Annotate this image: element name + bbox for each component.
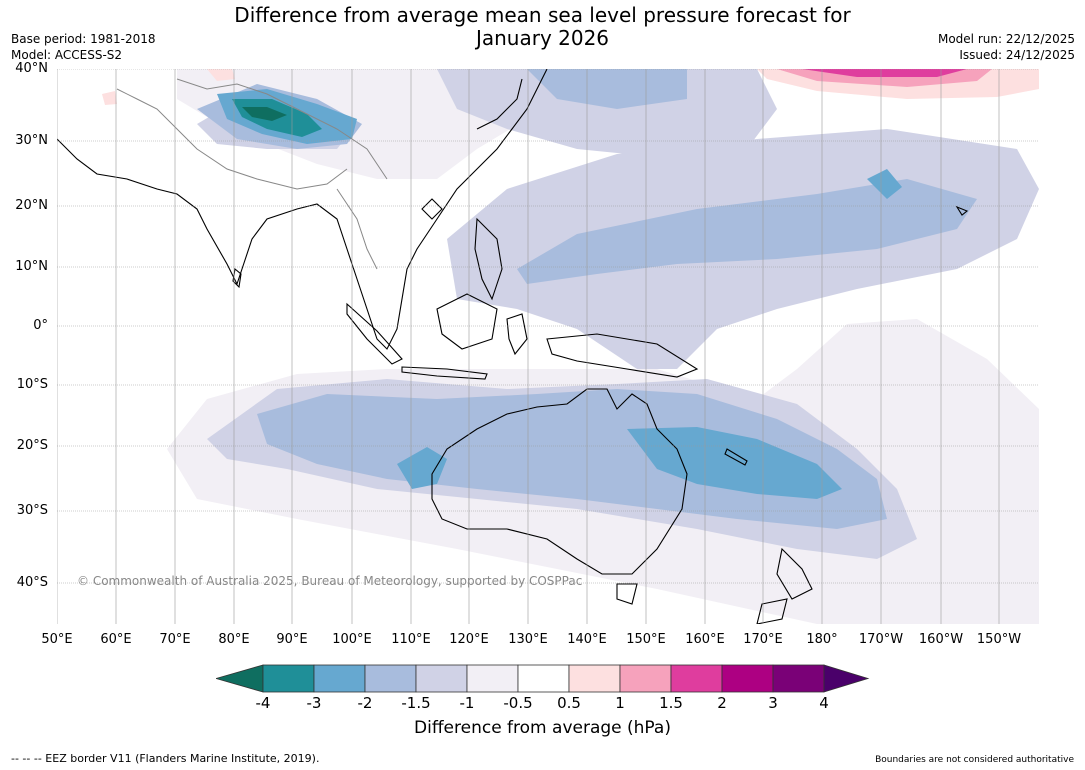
lon-label: 70°E [159, 632, 191, 647]
model-run: Model run: 22/12/2025 [937, 32, 1075, 46]
colorbar-extend-low [216, 664, 264, 693]
base-period: Base period: 1981-2018 [11, 32, 156, 46]
lon-label: 160°W [918, 632, 964, 647]
country-borders [116, 78, 388, 270]
eez-legend: -- -- -- EEZ border V11 (Flanders Marine… [11, 752, 320, 765]
lon-label: 140°E [567, 632, 607, 647]
contour-minus-3 [232, 99, 322, 137]
lat-label: 40°S [16, 575, 48, 590]
lon-label: 50°E [41, 632, 73, 647]
lat-label: 40°N [15, 61, 48, 76]
lat-label: 20°N [15, 198, 48, 213]
colorbar-swatch [619, 664, 672, 693]
colorbar-tick: -0.5 [503, 694, 533, 712]
colorbar-tick: 4 [819, 694, 829, 712]
pressure-anomaly-map [57, 69, 1039, 624]
colorbar-tick: 2 [717, 694, 727, 712]
lon-label: 100°E [332, 632, 372, 647]
map-title: Difference from average mean sea level p… [0, 4, 1085, 50]
colorbar-swatch [262, 664, 315, 693]
colorbar-tick: -1.5 [401, 694, 431, 712]
lon-label: 110°E [391, 632, 431, 647]
colorbar-tick: -4 [255, 694, 271, 712]
coastlines [57, 69, 969, 624]
colorbar-tick: 0.5 [557, 694, 581, 712]
lat-label: 20°S [16, 438, 48, 453]
colorbar-tick: 1 [615, 694, 625, 712]
lat-label: 30°N [15, 133, 48, 148]
colorbar-swatch [568, 664, 621, 693]
colorbar-tick: 3 [768, 694, 778, 712]
lon-label: 120°E [449, 632, 489, 647]
lon-label: 80°E [218, 632, 250, 647]
lon-label: 150°E [626, 632, 666, 647]
colorbar-title: Difference from average (hPa) [414, 718, 671, 738]
meta-right: Model run: 22/12/2025 Issued: 24/12/2025 [938, 31, 1075, 63]
lon-label: 90°E [276, 632, 308, 647]
lat-label: 10°N [15, 259, 48, 274]
lat-label: 30°S [16, 503, 48, 518]
colorbar-swatch [466, 664, 519, 693]
colorbar-extend-high [823, 664, 870, 693]
lon-label: 160°E [685, 632, 725, 647]
lon-label: 170°W [858, 632, 904, 647]
colorbar-tick: -1 [459, 694, 475, 712]
lat-label: 0° [33, 318, 48, 333]
colorbar-swatch [313, 664, 366, 693]
lon-label: 130°E [508, 632, 548, 647]
colorbar-swatch [517, 664, 570, 693]
boundary-disclaimer: Boundaries are not considered authoritat… [875, 755, 1074, 765]
colorbar-swatch [415, 664, 468, 693]
contour-positive [102, 69, 1039, 105]
lon-label: 180° [806, 632, 838, 647]
title-line-2: January 2026 [475, 26, 610, 50]
copyright-notice: © Commonwealth of Australia 2025, Bureau… [77, 574, 583, 588]
colorbar-swatch [721, 664, 774, 693]
colorbar-swatch [670, 664, 723, 693]
colorbar-swatch [364, 664, 417, 693]
meta-left: Base period: 1981-2018 Model: ACCESS-S2 [11, 31, 156, 63]
colorbar-swatch [772, 664, 825, 693]
graticule [57, 69, 1039, 624]
lon-label: 150°W [976, 632, 1022, 647]
lon-label: 170°E [743, 632, 783, 647]
colorbar-tick: 1.5 [659, 694, 683, 712]
colorbar-tick: -3 [306, 694, 322, 712]
lat-label: 10°S [16, 377, 48, 392]
issued-date: Issued: 24/12/2025 [959, 48, 1075, 62]
title-line-1: Difference from average mean sea level p… [234, 3, 851, 27]
model-name: Model: ACCESS-S2 [11, 48, 123, 62]
lon-label: 60°E [100, 632, 132, 647]
colorbar-tick: -2 [357, 694, 373, 712]
colorbar [216, 664, 870, 693]
